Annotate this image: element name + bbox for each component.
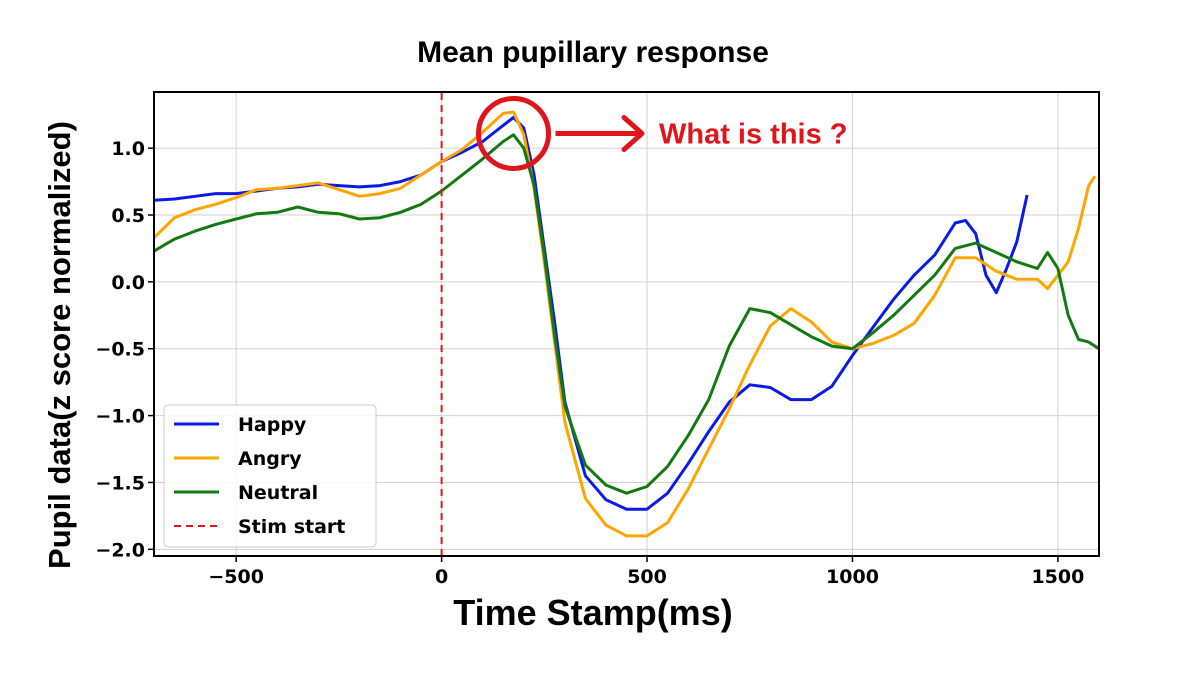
y-tick-label: −0.5 <box>95 339 145 361</box>
series-line-angry <box>152 110 1097 538</box>
y-tick-label: −2.0 <box>95 539 145 561</box>
legend-label: Happy <box>238 414 307 436</box>
highlight-circle <box>476 95 552 171</box>
legend: Happy Angry Neutral Stim start <box>163 404 377 548</box>
x-tick-label: 500 <box>627 566 667 588</box>
chart-title: Mean pupillary response <box>417 36 769 69</box>
annotations: What is this ? <box>476 95 848 171</box>
y-tick-label: −1.0 <box>95 406 145 428</box>
x-axis-label: Time Stamp(ms) <box>453 592 732 633</box>
annotation-arrow-head <box>621 114 645 152</box>
x-tick-label: 0 <box>435 566 448 588</box>
legend-label: Angry <box>238 448 302 470</box>
y-axis-ticks: −2.0 −1.5 −1.0 −0.5 0.0 0.5 1.0 <box>95 138 154 561</box>
series-line-neutral <box>153 133 1100 495</box>
data-series <box>152 92 1100 556</box>
x-axis-ticks: −500 0 500 1000 1500 <box>208 556 1084 588</box>
legend-label: Neutral <box>238 482 318 504</box>
annotation-text: What is this ? <box>659 118 848 150</box>
legend-label: Stim start <box>238 516 345 538</box>
x-tick-label: 1500 <box>1031 566 1084 588</box>
legend-box <box>163 404 377 548</box>
x-tick-label: 1000 <box>826 566 879 588</box>
y-tick-label: 1.0 <box>111 138 145 160</box>
y-tick-label: 0.5 <box>111 205 145 227</box>
y-tick-label: −1.5 <box>95 472 145 494</box>
y-tick-label: 0.0 <box>111 272 145 294</box>
x-tick-label: −500 <box>208 566 264 588</box>
plot-frame <box>153 91 1100 557</box>
y-axis-label: Pupil data(z score normalized) <box>42 121 77 569</box>
